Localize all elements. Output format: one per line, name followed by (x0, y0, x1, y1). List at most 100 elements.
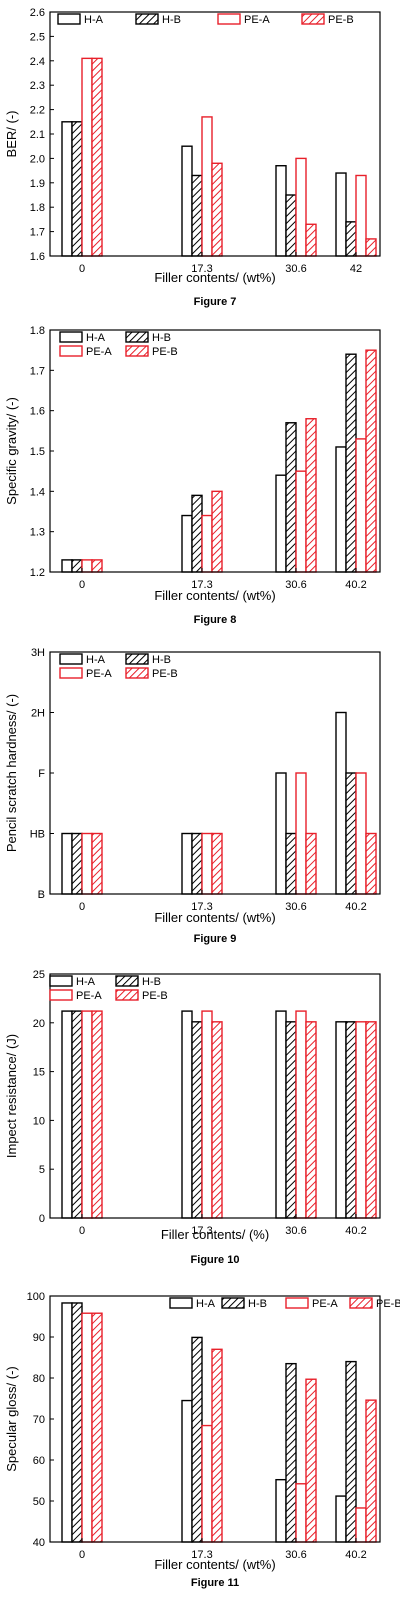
bar-h-a-17.3 (181, 1010, 193, 1219)
bar-h-b-40.2 (345, 1021, 357, 1219)
bar-pe-a-0 (81, 1312, 93, 1543)
bar-pe-b-17.3 (211, 1021, 223, 1219)
legend-label: PE-B (142, 990, 168, 1002)
bar-pe-b-30.6 (305, 832, 317, 895)
x-tick-label: 17.3 (191, 1225, 212, 1237)
legend-swatch (115, 975, 139, 987)
legend-swatch (125, 667, 149, 679)
bar-pe-a-40.2 (355, 1507, 367, 1543)
x-tick-label: 0 (79, 263, 85, 275)
bar-pe-b-0 (91, 832, 103, 895)
y-axis-label: Specific gravity/ (-) (4, 397, 19, 505)
bar-pe-b-0 (91, 57, 103, 257)
x-tick-label: 30.6 (285, 1549, 306, 1561)
legend-swatch (221, 1297, 245, 1309)
bar-pe-b-30.6 (305, 1021, 317, 1219)
plot-frame (49, 973, 381, 1219)
legend-label: PE-A (86, 346, 112, 358)
bar-pe-a-30.6 (295, 157, 307, 257)
y-tick-label: 15 (33, 1067, 45, 1079)
y-tick-label: 40 (33, 1537, 45, 1549)
bar-h-a-17.3 (181, 145, 193, 257)
y-tick-label: 10 (33, 1115, 45, 1127)
bar-pe-b-0 (91, 1010, 103, 1219)
bar-h-b-40.2 (345, 772, 357, 895)
bar-pe-b-42 (365, 238, 377, 257)
x-tick-label: 40.2 (345, 579, 366, 591)
bar-pe-a-17.3 (201, 1424, 213, 1543)
legend-swatch (49, 989, 73, 1001)
bar-h-b-30.6 (285, 194, 297, 257)
bar-pe-b-17.3 (211, 832, 223, 895)
x-tick-label: 0 (79, 579, 85, 591)
legend-label: PE-A (312, 1298, 338, 1310)
x-tick-label: 30.6 (285, 1225, 306, 1237)
figure-9-chart: B HB F 2H 3H 0 17.3 30.6 40.2 Filler contents/ (w… (4, 647, 381, 945)
bar-h-b-0 (71, 1302, 83, 1543)
y-tick-label: 3H (31, 647, 45, 659)
x-tick-label: 42 (350, 263, 362, 275)
bar-h-b-42 (345, 221, 357, 257)
legend-swatch (59, 345, 83, 357)
bar-h-b-17.3 (191, 832, 203, 895)
bar-h-a-0 (61, 559, 73, 573)
bar-h-a-30.6 (275, 165, 287, 257)
bar-pe-b-30.6 (305, 223, 317, 257)
x-tick-label: 17.3 (191, 263, 212, 275)
y-tick-label: 2.1 (30, 129, 45, 141)
x-tick-label: 30.6 (285, 901, 306, 913)
legend-label: PE-B (152, 668, 178, 680)
y-tick-label: 20 (33, 1018, 45, 1030)
bar-pe-a-0 (81, 57, 93, 257)
bar-h-a-0 (61, 1302, 73, 1543)
legend-label: H-B (248, 1298, 267, 1310)
legend-label: PE-A (76, 990, 102, 1002)
legend-label: H-A (86, 654, 106, 666)
legend-label: H-A (76, 976, 96, 988)
bar-h-b-0 (71, 1010, 83, 1219)
legend-label: PE-A (244, 14, 270, 26)
y-axis-label: Pencil scratch hardness/ (-) (4, 694, 19, 852)
x-axis-label: Filler contents/ (wt%) (154, 910, 275, 925)
legend-label: H-B (152, 332, 171, 344)
y-tick-label: 1.7 (30, 227, 45, 239)
x-tick-label: 40.2 (345, 1225, 366, 1237)
y-tick-label: 50 (33, 1496, 45, 1508)
figure-caption: Figure 7 (194, 296, 237, 308)
bar-pe-a-0 (81, 832, 93, 895)
bar-h-b-0 (71, 559, 83, 573)
x-axis-label: Filler contents/ (%) (161, 1227, 269, 1242)
bar-pe-a-30.6 (295, 1010, 307, 1219)
y-tick-label: 2.0 (30, 153, 45, 165)
bar-h-b-17.3 (191, 494, 203, 573)
y-tick-label: 80 (33, 1373, 45, 1385)
y-tick-label: 1.2 (30, 567, 45, 579)
legend-label: H-B (142, 976, 161, 988)
bar-pe-a-17.3 (201, 514, 213, 573)
bar-pe-a-42 (355, 174, 367, 257)
bar-h-a-17.3 (181, 832, 193, 895)
legend-label: PE-A (86, 668, 112, 680)
bar-pe-b-0 (91, 559, 103, 573)
y-tick-label: 2.3 (30, 80, 45, 92)
y-tick-label: 2.6 (30, 7, 45, 19)
bar-h-a-40.2 (335, 446, 347, 573)
y-tick-label: 1.9 (30, 178, 45, 190)
y-tick-label: 2.5 (30, 31, 45, 43)
y-tick-label: B (38, 889, 45, 901)
bar-h-a-0 (61, 121, 73, 257)
x-tick-label: 40.2 (345, 1549, 366, 1561)
bar-pe-a-30.6 (295, 772, 307, 895)
x-tick-label: 30.6 (285, 579, 306, 591)
bar-h-a-17.3 (181, 514, 193, 573)
bar-pe-b-40.2 (365, 832, 377, 895)
legend-label: PE-B (328, 14, 354, 26)
bar-h-a-30.6 (275, 1478, 287, 1543)
bar-pe-a-17.3 (201, 116, 213, 257)
legend-swatch (59, 667, 83, 679)
x-tick-label: 17.3 (191, 1549, 212, 1561)
x-tick-label: 40.2 (345, 901, 366, 913)
legend-swatch (349, 1297, 373, 1309)
y-tick-label: 1.6 (30, 406, 45, 418)
bar-h-b-40.2 (345, 353, 357, 573)
